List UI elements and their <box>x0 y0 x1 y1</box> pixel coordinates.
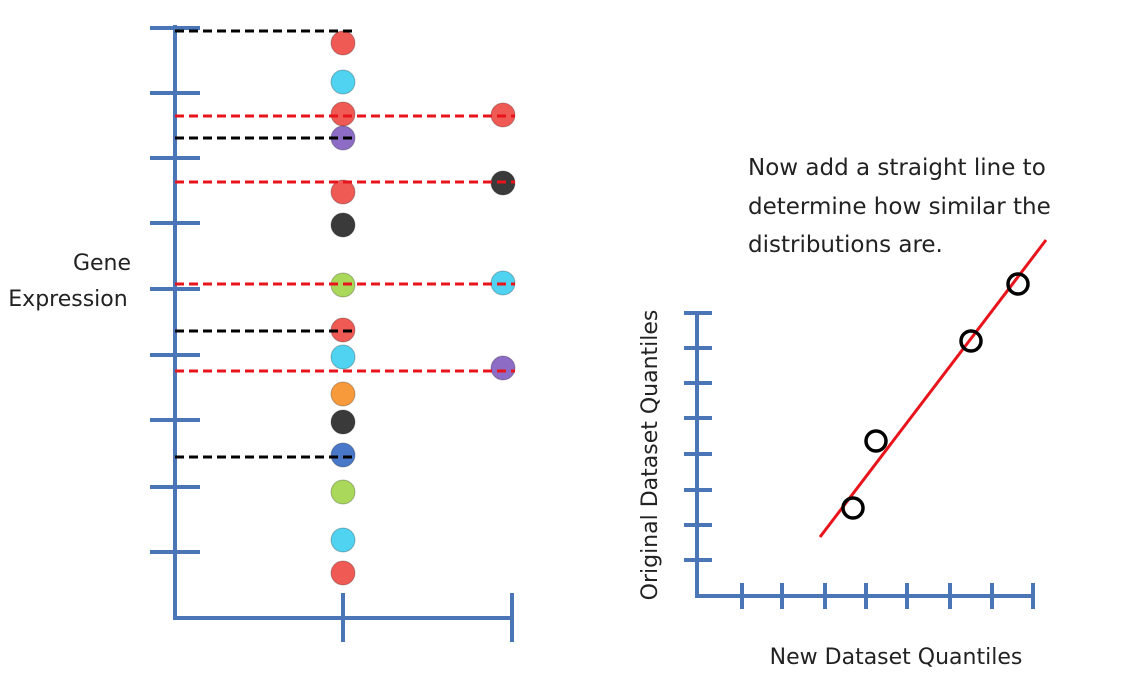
qq-point <box>864 429 888 453</box>
qq-point <box>959 329 983 353</box>
dashed-lines <box>175 29 515 459</box>
dot <box>330 30 356 56</box>
dot <box>330 409 356 435</box>
x-ticks <box>740 583 1035 609</box>
annotation: determine how similar the <box>748 194 1051 220</box>
annotation: Now add a straight line to <box>748 155 1046 181</box>
left-axes <box>150 25 514 642</box>
right-axes <box>684 311 1035 609</box>
x-axis-label: New Dataset Quantiles <box>770 645 1023 670</box>
axis-label: Expression <box>8 287 127 312</box>
dot <box>330 442 356 468</box>
dot <box>330 479 356 505</box>
qq-point <box>841 496 865 520</box>
dot <box>330 179 356 205</box>
dot <box>330 527 356 553</box>
qq-point <box>1006 272 1030 296</box>
dot <box>330 344 356 370</box>
dot <box>490 355 516 381</box>
dot <box>330 381 356 407</box>
dot <box>330 212 356 238</box>
left-dots <box>330 30 516 586</box>
dot <box>330 101 356 127</box>
y-axis-label: Original Dataset Quantiles <box>638 310 663 601</box>
y-ticks <box>150 26 200 554</box>
fit-line <box>818 239 1048 538</box>
qq-points <box>841 272 1030 520</box>
y-ticks <box>684 311 712 562</box>
annotation: distributions are. <box>748 232 943 258</box>
dot <box>330 560 356 586</box>
dot <box>330 69 356 95</box>
axis-label: Gene <box>73 251 131 276</box>
